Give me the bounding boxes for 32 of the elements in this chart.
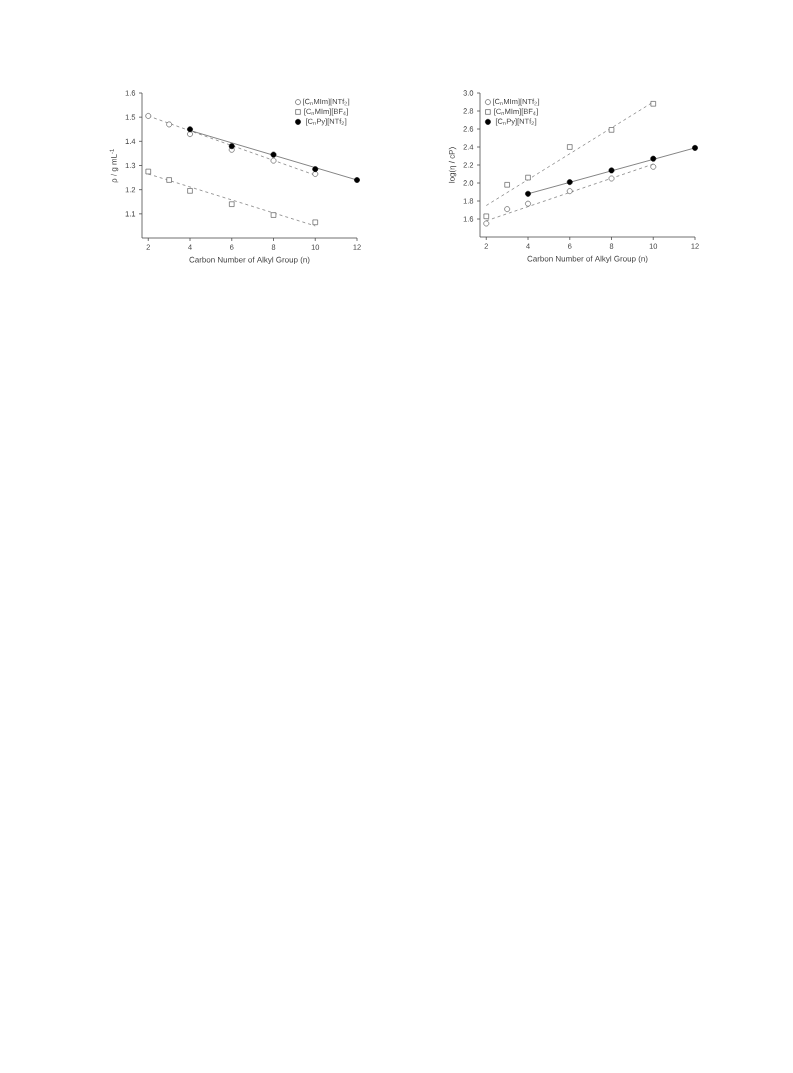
point	[312, 171, 319, 177]
point	[483, 220, 490, 227]
point	[270, 212, 277, 218]
point	[650, 163, 657, 170]
point	[504, 182, 510, 188]
point	[525, 174, 531, 181]
point	[270, 157, 277, 164]
point	[504, 206, 511, 212]
point	[608, 167, 615, 174]
point	[525, 200, 531, 207]
point	[187, 126, 193, 133]
point	[187, 131, 193, 137]
point	[483, 213, 489, 219]
point	[567, 144, 573, 150]
point	[608, 175, 615, 182]
point	[145, 113, 152, 119]
point	[312, 219, 318, 225]
point	[566, 179, 573, 185]
point	[566, 188, 573, 194]
point	[229, 201, 235, 207]
point	[354, 177, 360, 183]
point	[166, 177, 172, 183]
point	[650, 101, 656, 107]
point	[692, 145, 698, 151]
point	[145, 168, 151, 175]
point	[650, 155, 657, 162]
point	[525, 190, 531, 197]
point	[312, 166, 319, 173]
point	[187, 188, 193, 194]
point	[166, 121, 173, 128]
point	[608, 127, 615, 133]
point	[270, 151, 277, 158]
